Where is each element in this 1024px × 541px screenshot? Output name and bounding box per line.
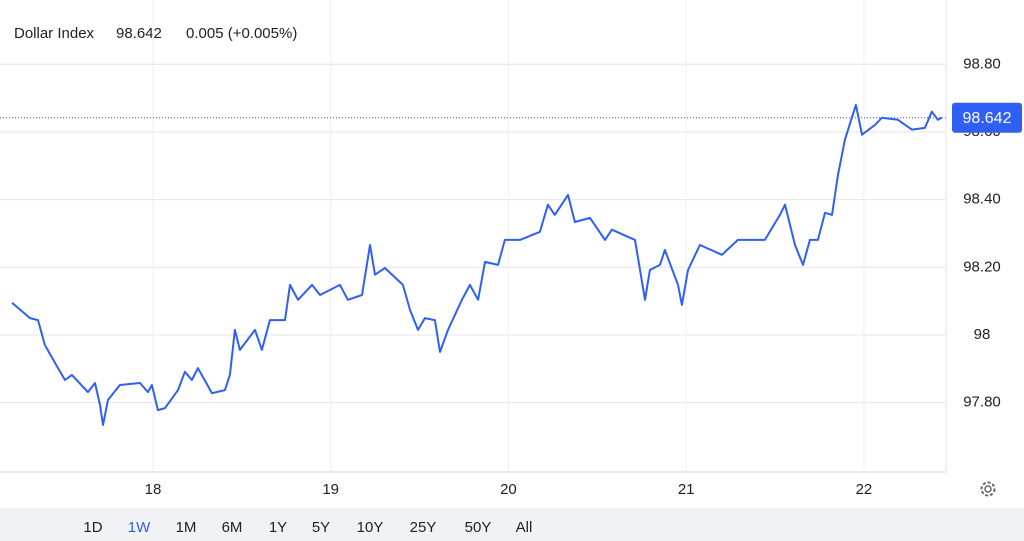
x-tick-label: 19 (322, 481, 339, 498)
range-button[interactable]: 6M (222, 519, 243, 536)
y-tick-label: 98.40 (963, 191, 1001, 208)
y-tick-label: 98.20 (963, 258, 1001, 275)
price-line (11, 103, 943, 426)
x-tick-label: 21 (678, 481, 695, 498)
settings-icon[interactable] (980, 481, 996, 497)
range-button[interactable]: 10Y (357, 519, 384, 536)
last-price-label: 98.642 (963, 110, 1012, 127)
range-button[interactable]: 1M (176, 519, 197, 536)
y-tick-label: 98 (974, 326, 991, 343)
range-button[interactable]: All (516, 519, 533, 536)
y-tick-label: 97.80 (963, 394, 1001, 411)
header-price: 98.642 (116, 25, 162, 42)
header-change: 0.005 (+0.005%) (186, 25, 297, 42)
range-button[interactable]: 1D (83, 519, 102, 536)
range-button[interactable]: 50Y (465, 519, 492, 536)
range-button[interactable]: 1Y (269, 519, 287, 536)
x-tick-label: 18 (145, 481, 162, 498)
chart-title: Dollar Index (14, 25, 95, 42)
range-button[interactable]: 5Y (312, 519, 330, 536)
y-tick-label: 98.80 (963, 55, 1001, 72)
range-button[interactable]: 1W (128, 519, 151, 536)
range-bar (0, 508, 1024, 541)
last-price-tag (952, 102, 1022, 133)
x-tick-label: 20 (500, 481, 517, 498)
x-tick-label: 22 (856, 481, 873, 498)
range-button[interactable]: 25Y (410, 519, 437, 536)
